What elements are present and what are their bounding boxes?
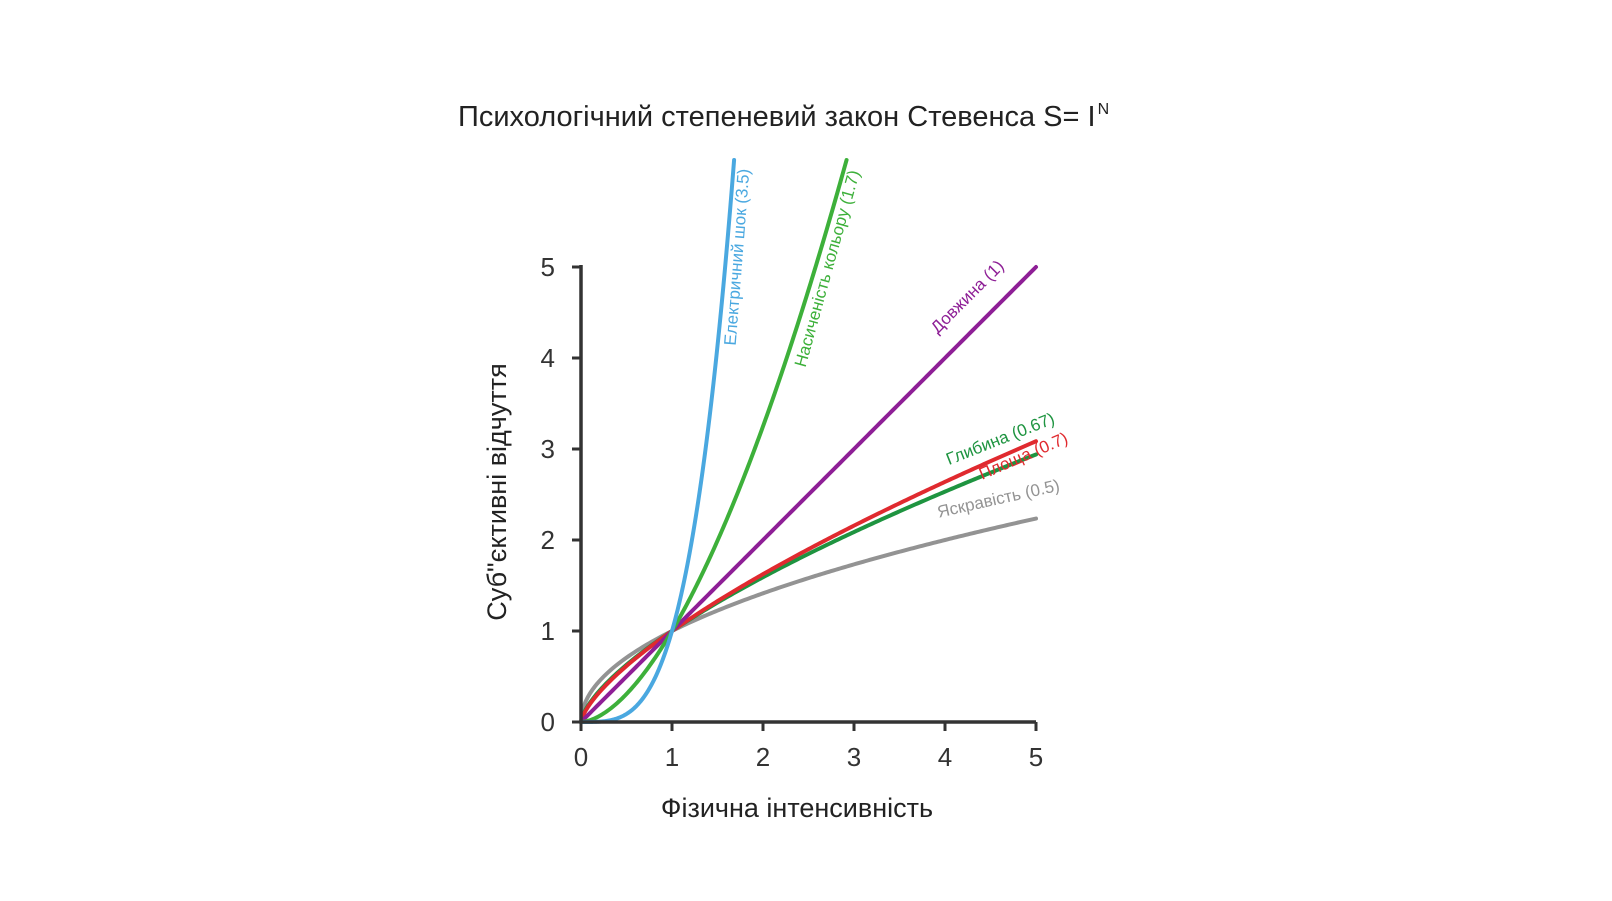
series-line — [579, 439, 1038, 724]
series-line — [579, 265, 1038, 724]
x-tick-label: 3 — [847, 742, 861, 772]
chart-title-text: Психологічний степеневий закон Стевенса … — [458, 101, 1096, 133]
x-tick-label: 4 — [938, 742, 952, 772]
y-tick-label: 3 — [541, 434, 555, 464]
x-tick-label: 0 — [574, 742, 588, 772]
chart-title-superscript: N — [1098, 101, 1110, 118]
x-axis-title: Фізична інтенсивність — [661, 793, 933, 823]
y-tick-label: 4 — [541, 343, 555, 373]
y-tick-label: 1 — [541, 616, 555, 646]
x-tick-label: 1 — [665, 742, 679, 772]
axes-layer: 0 1 2 3 4 5 0 1 2 3 4 5 — [541, 252, 1044, 772]
chart-title: Психологічний степеневий закон Стевенса … — [458, 101, 1109, 133]
y-tick-label: 5 — [541, 252, 555, 282]
series-label: Насиченість кольору (1.7) — [791, 168, 864, 369]
series-line — [579, 516, 1038, 724]
y-axis-title: Суб"єктивні відчуття — [482, 363, 512, 620]
labels-layer: Електричний шок (3.5) Насиченість кольору… — [721, 168, 1071, 522]
y-tick-label: 2 — [541, 525, 555, 555]
series-line — [579, 158, 849, 724]
y-tick-label: 0 — [541, 707, 555, 737]
x-tick-label: 2 — [756, 742, 770, 772]
series-label: Яскравість (0.5) — [935, 476, 1061, 522]
x-tick-label: 5 — [1029, 742, 1043, 772]
series-label: Довжина (1) — [927, 256, 1008, 337]
